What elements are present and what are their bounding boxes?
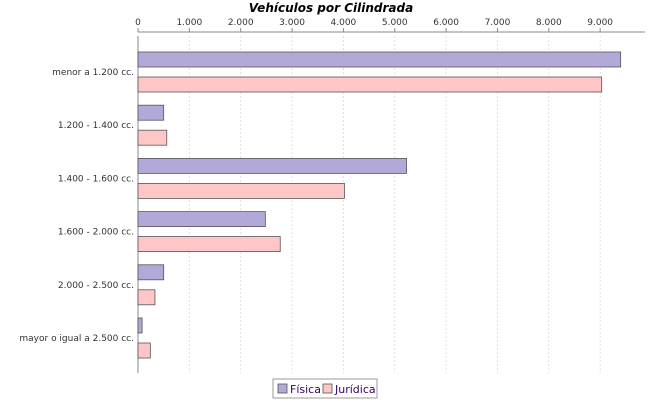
bar-fisica	[137, 51, 622, 68]
legend-label: Física	[290, 383, 321, 396]
category-label: 1.200 - 1.400 cc.	[58, 121, 134, 131]
chart-title: Vehículos por Cilindrada	[249, 1, 413, 15]
bar-juridica	[137, 76, 603, 93]
bar-fisica	[137, 104, 165, 121]
bars	[137, 51, 622, 359]
legend-swatch	[322, 383, 333, 394]
category-label: 1.600 - 2.000 cc.	[58, 228, 134, 238]
x-axis-ticks: 0 1.000 2.000 3.000 4.000 5.000 6.000 7.000 8.00…	[135, 18, 645, 373]
bar-fisica	[137, 317, 143, 334]
bar-fisica	[137, 157, 407, 174]
x-tick-label: 8.000	[536, 18, 562, 28]
legend-swatch	[277, 383, 288, 394]
x-tick-label: 0	[135, 18, 141, 28]
legend-label: Jurídica	[334, 383, 376, 396]
x-tick-label: 6.000	[433, 18, 459, 28]
x-tick-label: 3.000	[279, 18, 305, 28]
category-labels: menor a 1.200 cc. 1.200 - 1.400 cc. 1.400 …	[19, 68, 134, 344]
x-tick-label: 4.000	[331, 18, 357, 28]
bar-juridica	[137, 182, 345, 199]
legend: Física Jurídica	[272, 378, 378, 399]
bar-juridica	[137, 236, 281, 253]
bar-fisica	[137, 211, 266, 228]
x-tick-label: 7.000	[485, 18, 511, 28]
bar-juridica	[137, 289, 156, 306]
x-tick-label: 9.000	[587, 18, 613, 28]
bar-fisica	[137, 264, 165, 281]
x-tick-label: 2.000	[228, 18, 254, 28]
x-tick-label: 5.000	[382, 18, 408, 28]
category-label: 2.000 - 2.500 cc.	[58, 281, 134, 291]
category-label: 1.400 - 1.600 cc.	[58, 174, 134, 184]
bar-juridica	[137, 342, 151, 359]
category-label: mayor o igual a 2.500 cc.	[19, 334, 134, 344]
bar-juridica	[137, 129, 168, 146]
category-label: menor a 1.200 cc.	[52, 68, 134, 78]
x-tick-label: 1.000	[176, 18, 202, 28]
